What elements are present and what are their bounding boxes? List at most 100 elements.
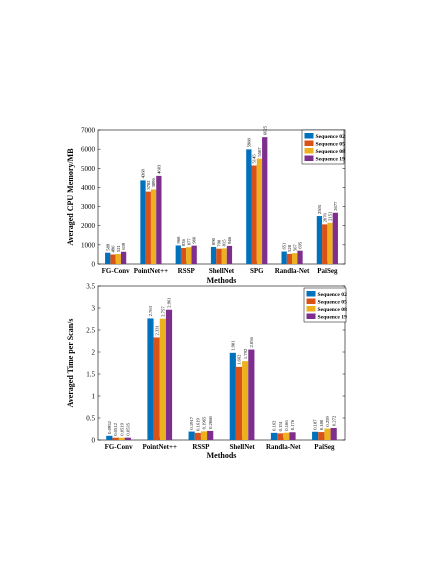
data-label: 3896 xyxy=(151,178,156,188)
bar xyxy=(153,337,160,440)
bar xyxy=(248,349,255,440)
category-label: RSSP xyxy=(192,443,210,451)
bar xyxy=(159,318,166,440)
category-label: Randla-Net xyxy=(266,443,301,451)
bar xyxy=(332,212,338,264)
legend-swatch xyxy=(304,133,314,139)
data-label: 2.757 xyxy=(160,306,165,317)
bar xyxy=(270,432,278,440)
data-label: 0.0952 xyxy=(107,420,112,433)
bar xyxy=(120,251,127,264)
bar xyxy=(194,432,201,440)
bar xyxy=(318,432,325,440)
bar xyxy=(289,432,296,440)
bar xyxy=(297,250,303,264)
legend-label: Sequence 19 xyxy=(316,157,346,163)
category-label: ShellNet xyxy=(229,443,255,451)
data-label: 946 xyxy=(227,236,232,244)
data-label: 4368 xyxy=(141,168,146,178)
bar xyxy=(216,248,222,264)
legend-label: Sequence 08 xyxy=(318,307,348,313)
category-label: PointNet++ xyxy=(134,267,168,275)
bar xyxy=(188,431,195,440)
plot-frame xyxy=(97,285,346,441)
data-label: 836 xyxy=(181,238,186,246)
data-label: 0.1917 xyxy=(189,416,194,429)
legend-swatch xyxy=(306,306,316,312)
bar xyxy=(322,224,328,264)
data-label: 0.259 xyxy=(325,416,330,427)
y-tick-label: 3 xyxy=(92,305,96,313)
data-label: 1.662 xyxy=(237,354,242,365)
bar xyxy=(316,216,323,264)
data-label: 496 xyxy=(111,245,116,253)
data-label: 5145 xyxy=(252,154,257,164)
y-tick-label: 3.5 xyxy=(86,283,95,291)
data-label: 651 xyxy=(282,242,287,250)
data-label: 815 xyxy=(222,239,227,247)
bar xyxy=(256,158,263,264)
bar xyxy=(281,251,287,264)
y-axis-label: Averaged Time per Scan/s xyxy=(66,319,75,408)
bar xyxy=(106,435,113,440)
legend-label: Sequence 05 xyxy=(318,300,348,306)
data-label: 0.162 xyxy=(272,420,277,431)
category-label: ShellNet xyxy=(209,267,235,275)
legend-label: Sequence 02 xyxy=(318,292,348,298)
bar xyxy=(156,175,162,264)
data-label: 0.0535 xyxy=(125,422,130,435)
bar xyxy=(312,431,319,440)
data-label: 0.151 xyxy=(278,420,283,431)
category-label: PointNet++ xyxy=(143,443,177,451)
bar xyxy=(251,165,257,264)
data-label: 0.1965 xyxy=(202,416,207,429)
bar xyxy=(330,428,337,440)
data-label: 2505 xyxy=(317,204,322,214)
data-label: 890 xyxy=(211,237,216,245)
bar xyxy=(221,248,227,264)
bar xyxy=(235,366,243,440)
data-label: 877 xyxy=(186,238,191,246)
bar xyxy=(147,318,154,440)
legend-label: Sequence 19 xyxy=(318,315,348,321)
y-tick-label: 1.5 xyxy=(86,371,95,379)
y-tick-label: 3000 xyxy=(81,203,96,211)
bar xyxy=(242,361,249,440)
legend-swatch xyxy=(304,155,314,161)
bar xyxy=(186,247,192,264)
data-label: 968 xyxy=(176,236,181,244)
data-label: 0.1619 xyxy=(195,418,200,431)
data-label: 521 xyxy=(116,244,121,252)
y-tick-label: 1000 xyxy=(81,241,96,249)
bar xyxy=(262,137,268,264)
y-tick-label: 2 xyxy=(92,349,96,357)
y-tick-label: 5000 xyxy=(81,165,96,173)
category-label: FG-Conv xyxy=(105,443,134,451)
data-label: 589 xyxy=(105,243,110,251)
y-tick-label: 1 xyxy=(92,393,96,401)
data-label: 0.2068 xyxy=(208,416,213,429)
bar xyxy=(124,437,131,440)
time-chart: 0 0.5 1 1.5 2 2.5 3 3.5 FG-Conv 0.0952 0.0512 0.051… xyxy=(66,283,347,461)
legend-label: Sequence 08 xyxy=(316,149,346,155)
bar xyxy=(283,432,290,440)
data-label: 2.961 xyxy=(167,297,172,308)
legend-swatch xyxy=(306,291,316,297)
bar xyxy=(210,246,217,264)
bar xyxy=(112,437,119,440)
category-label: PaiSeg xyxy=(317,267,338,275)
bar xyxy=(292,253,298,264)
data-label: 5507 xyxy=(257,147,262,157)
category-label: Randla-Net xyxy=(275,267,310,275)
bar xyxy=(207,430,214,440)
data-label: 0.176 xyxy=(290,419,295,430)
data-label: 5988 xyxy=(246,137,251,147)
data-label: 639 xyxy=(121,242,126,250)
data-label: 2677 xyxy=(333,201,338,211)
data-label: 0.166 xyxy=(284,420,289,431)
